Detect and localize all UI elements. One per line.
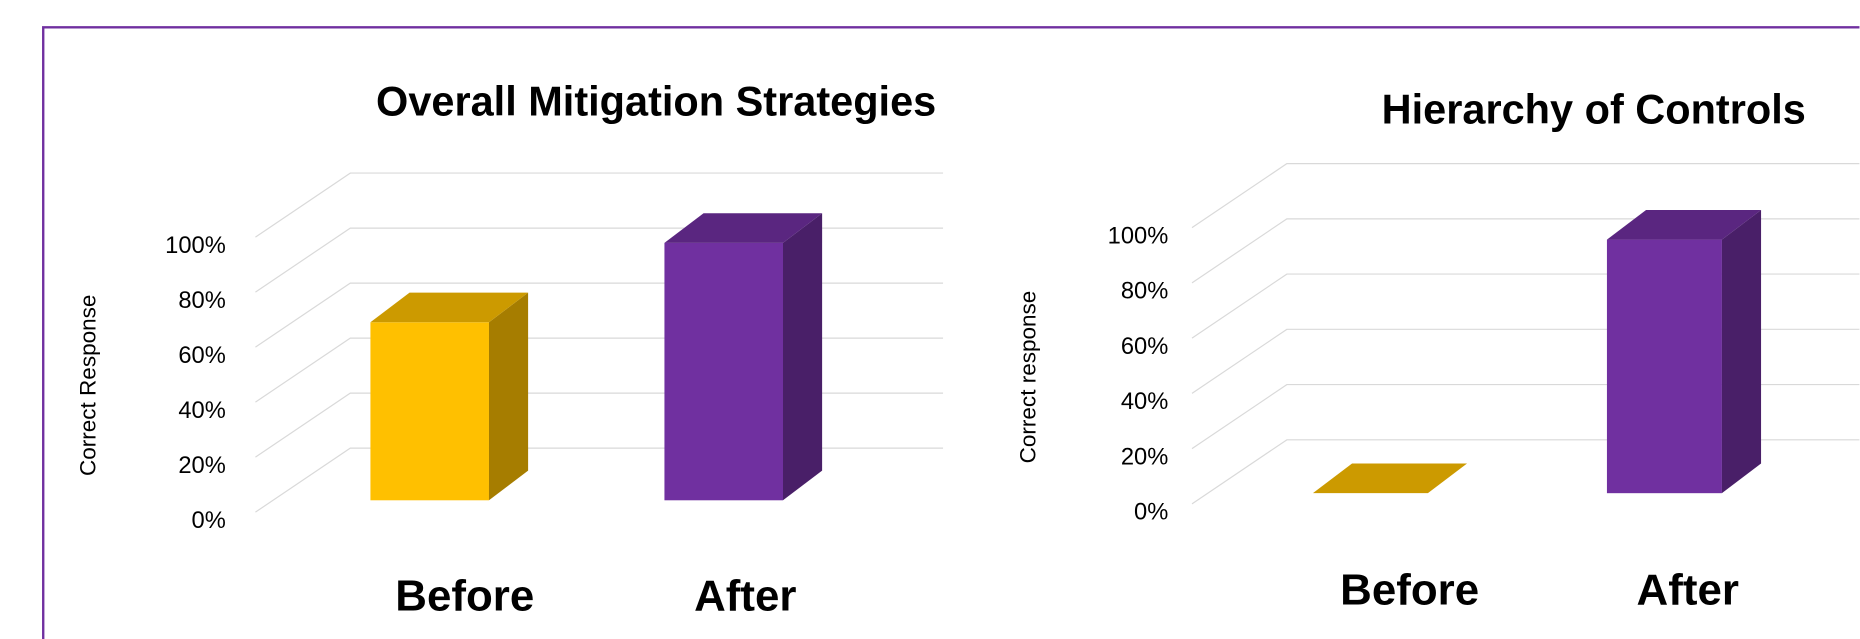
y-tick-label: 40% — [178, 398, 225, 424]
y-tick-label: 80% — [1121, 279, 1168, 305]
grid-line — [255, 447, 944, 513]
y-tick-label: 20% — [178, 453, 225, 479]
bar-top — [664, 213, 823, 243]
grid-line — [255, 172, 944, 238]
bar-top — [370, 292, 529, 323]
y-tick-label: 100% — [165, 233, 226, 259]
bar-front — [370, 322, 489, 501]
bar-side — [488, 292, 529, 501]
bar-top — [1606, 209, 1762, 240]
chart-title: Hierarchy of Controls — [1382, 86, 1806, 133]
frame — [42, 26, 1860, 639]
y-tick-label: 0% — [192, 508, 226, 534]
bar-side — [1721, 209, 1762, 494]
y-tick-label: 60% — [178, 343, 225, 369]
bar-front — [1606, 239, 1722, 494]
grid-line — [255, 282, 944, 348]
y-tick-label: 80% — [178, 288, 225, 314]
grid-line — [1191, 163, 1860, 229]
x-tick-label: Before — [395, 571, 534, 620]
y-tick-label: 20% — [1121, 444, 1168, 470]
y-axis-label: Correct response — [1016, 291, 1041, 464]
x-tick-label: After — [694, 571, 796, 620]
bar-top — [1312, 463, 1468, 494]
y-axis-label: Correct Response — [75, 295, 100, 476]
charts: Overall Mitigation Strategies Correct Res… — [75, 77, 1860, 620]
x-tick-label: Before — [1340, 565, 1479, 614]
chart-title: Overall Mitigation Strategies — [376, 77, 936, 124]
y-tick-label: 60% — [1121, 334, 1168, 360]
y-tick-label: 100% — [1108, 223, 1169, 249]
bar-side — [782, 213, 823, 501]
y-tick-label: 0% — [1134, 500, 1168, 526]
x-tick-label: After — [1637, 565, 1739, 614]
y-tick-label: 40% — [1121, 389, 1168, 415]
bar-front — [664, 242, 783, 501]
